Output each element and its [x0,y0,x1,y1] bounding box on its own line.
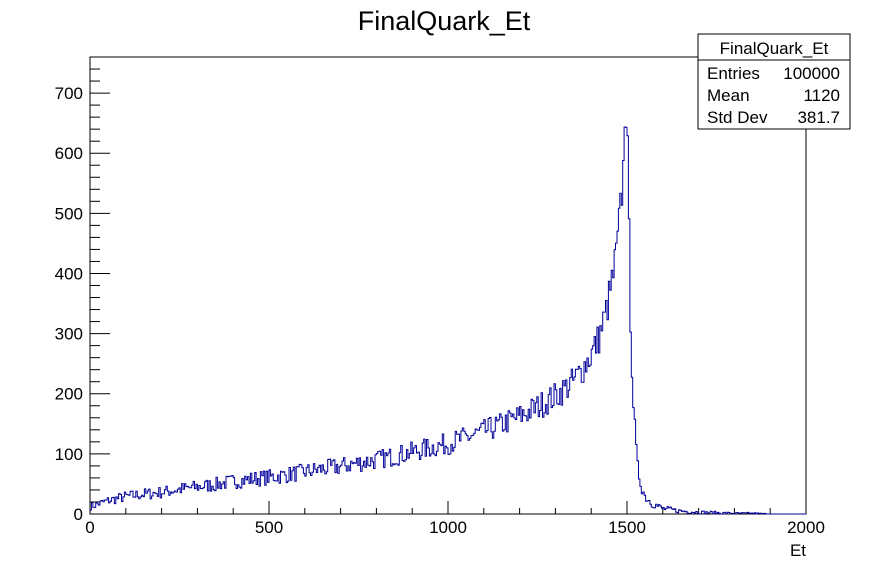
stats-stddev-label: Std Dev [707,108,768,127]
histogram-series-line [90,126,806,515]
y-tick-label: 100 [55,445,83,464]
chart-title: FinalQuark_Et [358,6,531,36]
y-tick-label: 0 [74,505,83,524]
axis-ticks [89,56,807,515]
y-tick-label: 400 [55,264,83,283]
stats-mean-value: 1120 [803,86,840,105]
x-tick-labels: 0 500 1000 1500 2000 [85,518,825,537]
x-tick-label: 2000 [787,518,825,537]
x-tick-label: 1500 [608,518,646,537]
x-tick-label: 0 [85,518,94,537]
stats-stddev-value: 381.7 [797,108,840,127]
stats-box: FinalQuark_Et Entries 100000 Mean 1120 S… [697,33,851,130]
y-tick-label: 500 [55,204,83,223]
stats-box-title: FinalQuark_Et [720,39,829,58]
y-tick-label: 700 [55,84,83,103]
y-tick-label: 600 [55,144,83,163]
y-tick-labels: 0 100 200 300 400 500 600 700 [55,84,83,524]
y-tick-label: 300 [55,325,83,344]
stats-mean-label: Mean [707,86,750,105]
x-tick-label: 500 [255,518,283,537]
x-tick-label: 1000 [429,518,467,537]
stats-entries-label: Entries [707,64,760,83]
y-tick-label: 200 [55,385,83,404]
x-axis-label: Et [790,541,806,560]
stats-box-frame [697,33,851,130]
stats-entries-value: 100000 [783,64,840,83]
